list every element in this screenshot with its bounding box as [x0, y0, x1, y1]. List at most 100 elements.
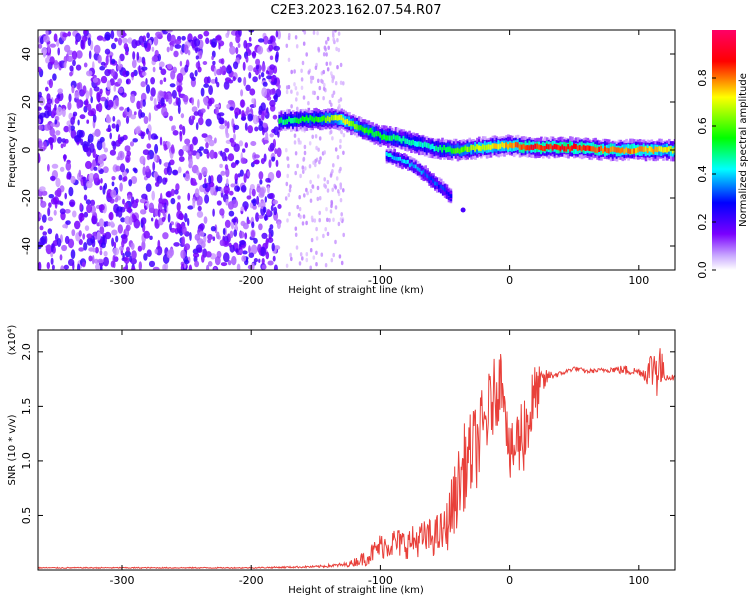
- noise-cell: [205, 37, 210, 45]
- noise-cell: [259, 179, 263, 185]
- noise-cell: [149, 235, 153, 240]
- noise-cell: [325, 207, 328, 212]
- noise-cell: [126, 150, 131, 157]
- noise-cell: [269, 133, 275, 138]
- ridge-cell: [407, 159, 410, 164]
- noise-cell: [156, 104, 163, 109]
- noise-cell: [159, 91, 165, 97]
- noise-cell: [339, 80, 343, 86]
- noise-cell: [287, 57, 291, 62]
- noise-cell: [205, 142, 209, 149]
- noise-cell: [83, 30, 88, 35]
- noise-cell: [305, 252, 309, 257]
- noise-cell: [212, 208, 215, 217]
- noise-cell: [119, 136, 125, 142]
- noise-cell: [336, 38, 339, 43]
- noise-cell: [63, 125, 70, 133]
- ridge-cell: [549, 143, 553, 149]
- noise-cell: [258, 74, 261, 80]
- noise-cell: [270, 229, 274, 237]
- ridge-cell: [545, 143, 549, 149]
- x-tick-label: 100: [628, 274, 649, 287]
- noise-cell: [142, 149, 150, 156]
- noise-cell: [318, 210, 322, 216]
- noise-cell: [227, 100, 235, 105]
- noise-cell: [56, 39, 60, 47]
- ridge-cell: [664, 147, 667, 153]
- ridge-cell: [425, 142, 429, 148]
- noise-cell: [196, 210, 204, 218]
- noise-cell: [43, 124, 51, 131]
- noise-cell: [294, 170, 298, 176]
- noise-cell: [329, 209, 333, 214]
- noise-cell: [192, 115, 196, 121]
- snr-frame: [37, 329, 676, 571]
- noise-cell: [173, 50, 179, 58]
- ridge-cell: [474, 146, 477, 152]
- noise-cell: [159, 79, 163, 85]
- ridge-cell: [454, 148, 458, 154]
- noise-cell: [240, 157, 246, 164]
- noise-cell: [223, 252, 230, 263]
- noise-cell: [269, 224, 274, 230]
- noise-cell: [251, 50, 257, 59]
- noise-cell: [201, 166, 208, 176]
- noise-cell: [109, 221, 114, 227]
- noise-cell: [240, 220, 246, 227]
- noise-cell: [79, 202, 83, 211]
- noise-cell: [109, 132, 112, 140]
- noise-cell: [99, 136, 105, 143]
- noise-cell: [111, 42, 117, 50]
- noise-cell: [300, 85, 304, 91]
- noise-cell: [39, 212, 42, 219]
- noise-cell: [235, 34, 241, 44]
- ridge-cell: [611, 146, 615, 152]
- ridge-cell: [431, 143, 435, 149]
- spectrogram-x-axis: -300 -200 -100 0 100: [110, 30, 649, 287]
- noise-cell: [45, 86, 49, 92]
- noise-cell: [265, 240, 269, 249]
- noise-cell: [170, 197, 176, 205]
- noise-cell: [295, 97, 298, 102]
- noise-cell: [152, 266, 160, 270]
- noise-cell: [85, 199, 91, 205]
- figure-title: C2E3.2023.162.07.54.R07: [270, 3, 441, 18]
- noise-cell: [162, 177, 167, 185]
- noise-cell: [117, 64, 122, 71]
- noise-cell: [124, 145, 131, 152]
- noise-cell: [61, 244, 68, 252]
- noise-cell: [289, 252, 292, 258]
- noise-cell: [285, 89, 289, 95]
- noise-cell: [99, 185, 103, 191]
- ridge-cell: [293, 117, 297, 123]
- noise-cell: [261, 63, 266, 73]
- noise-cell: [325, 40, 328, 45]
- noise-cell: [247, 171, 251, 177]
- noise-cell: [305, 257, 309, 263]
- noise-cell: [302, 41, 306, 46]
- noise-cell: [144, 205, 147, 210]
- noise-cell: [317, 147, 320, 152]
- noise-cell: [139, 155, 146, 165]
- noise-cell: [207, 261, 213, 267]
- noise-cell: [265, 131, 269, 140]
- noise-cell: [338, 104, 341, 109]
- noise-cell: [62, 224, 68, 229]
- ridge-cell: [328, 117, 332, 123]
- noise-cell: [189, 143, 194, 152]
- noise-cell: [232, 76, 236, 82]
- noise-cell: [237, 43, 241, 48]
- noise-cell: [290, 89, 293, 94]
- noise-cell: [123, 43, 129, 50]
- noise-cell: [138, 261, 142, 270]
- noise-cell: [340, 260, 344, 266]
- noise-cell: [298, 195, 302, 200]
- noise-cell: [326, 188, 330, 193]
- noise-cell: [45, 244, 52, 249]
- noise-cell: [179, 60, 183, 67]
- noise-cell: [47, 164, 50, 172]
- noise-cell: [316, 185, 320, 191]
- noise-cell: [193, 111, 199, 116]
- noise-cell: [249, 88, 256, 96]
